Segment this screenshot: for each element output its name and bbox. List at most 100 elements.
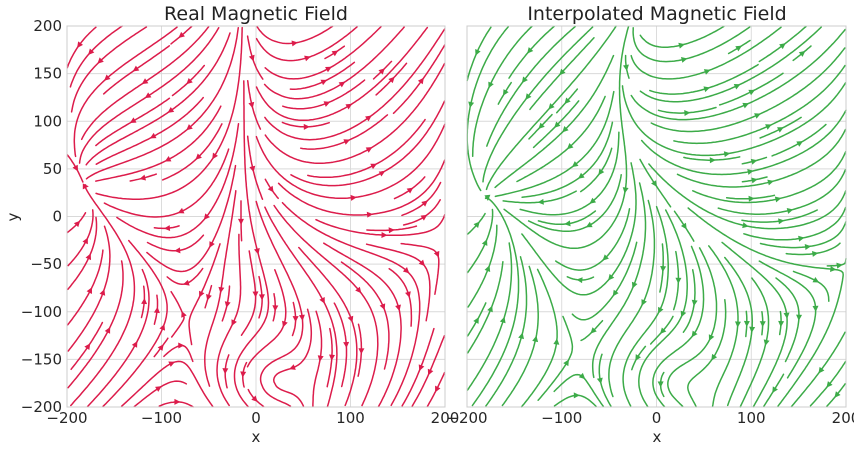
y-tick-label: −200 [21, 398, 62, 416]
streamline-arrow [708, 334, 715, 341]
y-tick-label: 100 [33, 112, 62, 130]
streamline-arrow [589, 197, 597, 204]
streamline-arrow [97, 57, 104, 64]
streamline-arrow [680, 310, 687, 318]
streamline-arrow [554, 121, 561, 128]
streamline [554, 208, 631, 271]
real-field-title: Real Magnetic Field [164, 3, 348, 25]
streamline-arrow [248, 101, 255, 109]
x-tick-label: 200 [431, 409, 460, 427]
streamline [289, 61, 356, 90]
real-field-ticks: −200 −100 0 100 200 −200 −150 −100 −50 0 50 100 150 2… [21, 17, 460, 427]
streamline [687, 298, 727, 408]
streamline-arrow [379, 303, 386, 311]
streamline-arrow [635, 354, 641, 361]
streamline-arrow [811, 250, 819, 257]
x-tick-label: −100 [141, 409, 182, 427]
streamline [188, 243, 221, 346]
streamline-arrow [292, 316, 299, 323]
streamline-arrow [658, 306, 664, 314]
streamline [216, 233, 242, 407]
streamline-arrow [779, 43, 786, 50]
streamline-arrow [622, 187, 629, 194]
x-tick-label: 100 [336, 409, 365, 427]
x-tick-label: 0 [652, 409, 662, 427]
streamline-arrow [608, 273, 615, 281]
streamline-arrow [499, 316, 506, 324]
streamline-arrow [418, 364, 425, 372]
streamline-arrow [358, 348, 365, 355]
streamline-arrow [684, 110, 691, 117]
streamline-arrow [86, 287, 92, 294]
streamline [69, 25, 123, 88]
streamline-arrow [733, 84, 741, 90]
interpolated-field-xlabel: x [653, 428, 662, 446]
streamline-arrow [660, 265, 667, 273]
streamline-arrow [532, 335, 539, 343]
streamline-arrow [72, 164, 79, 172]
streamline-arrow [303, 123, 310, 130]
streamline-arrow [767, 179, 774, 186]
streamline-arrow [691, 299, 698, 307]
streamline-arrow [796, 141, 804, 147]
streamline [264, 28, 446, 141]
streamline-arrow [329, 354, 336, 361]
streamline-arrow [104, 74, 111, 81]
y-tick-label: −50 [30, 255, 62, 273]
streamline-arrow [563, 359, 569, 367]
streamline-arrow [812, 305, 819, 312]
streamline-arrow [777, 127, 784, 133]
streamline [264, 25, 382, 80]
streamline-arrow [518, 332, 524, 340]
streamline-arrow [317, 355, 324, 362]
streamline-arrow [267, 185, 274, 193]
streamline [537, 315, 574, 401]
streamline-arrow [159, 324, 166, 331]
streamline-arrow [742, 222, 749, 229]
streamline-arrow [249, 165, 256, 173]
streamline-arrow [231, 319, 237, 326]
streamline-arrow [186, 77, 193, 85]
streamline [471, 197, 520, 407]
x-tick-label: −100 [541, 409, 582, 427]
streamline-arrow [206, 294, 212, 301]
real-field-streamlines [66, 25, 446, 408]
streamline-arrow [177, 207, 185, 214]
streamline-arrow [174, 247, 181, 254]
streamline-arrow [417, 77, 424, 85]
streamline-arrow [405, 291, 411, 298]
streamline-arrow [778, 218, 785, 225]
streamline [826, 257, 847, 267]
streamline-arrow [743, 320, 750, 327]
streamline-arrow [195, 153, 202, 160]
streamline [494, 90, 615, 198]
real-field-xlabel: x [252, 428, 261, 446]
streamline-arrow [139, 174, 146, 181]
streamline-arrow [525, 93, 532, 100]
streamline-arrow [378, 170, 386, 177]
streamline-arrow [754, 113, 761, 119]
streamline-arrow [576, 277, 583, 284]
streamline [340, 261, 390, 370]
streamline-arrow [598, 168, 605, 176]
streamline [161, 123, 223, 181]
streamline-arrow [585, 221, 593, 228]
streamline-arrow [153, 306, 160, 314]
streamline-arrow [365, 115, 372, 122]
streamline-arrow [751, 177, 758, 184]
streamline-arrow [660, 327, 667, 334]
streamline-arrow [212, 152, 218, 160]
streamline [608, 199, 656, 398]
streamline-arrow [248, 54, 255, 62]
streamline-arrow [222, 368, 229, 375]
streamline-arrow [680, 222, 687, 230]
streamline [792, 270, 830, 302]
streamline-arrow [812, 276, 820, 283]
streamline-arrow [406, 187, 414, 194]
streamline-arrow [427, 368, 434, 376]
y-tick-label: 0 [52, 208, 62, 226]
streamline-arrow [484, 265, 491, 272]
streamline-arrow [772, 386, 778, 394]
streamline-arrow [253, 247, 260, 255]
streamline-arrow [564, 220, 571, 227]
